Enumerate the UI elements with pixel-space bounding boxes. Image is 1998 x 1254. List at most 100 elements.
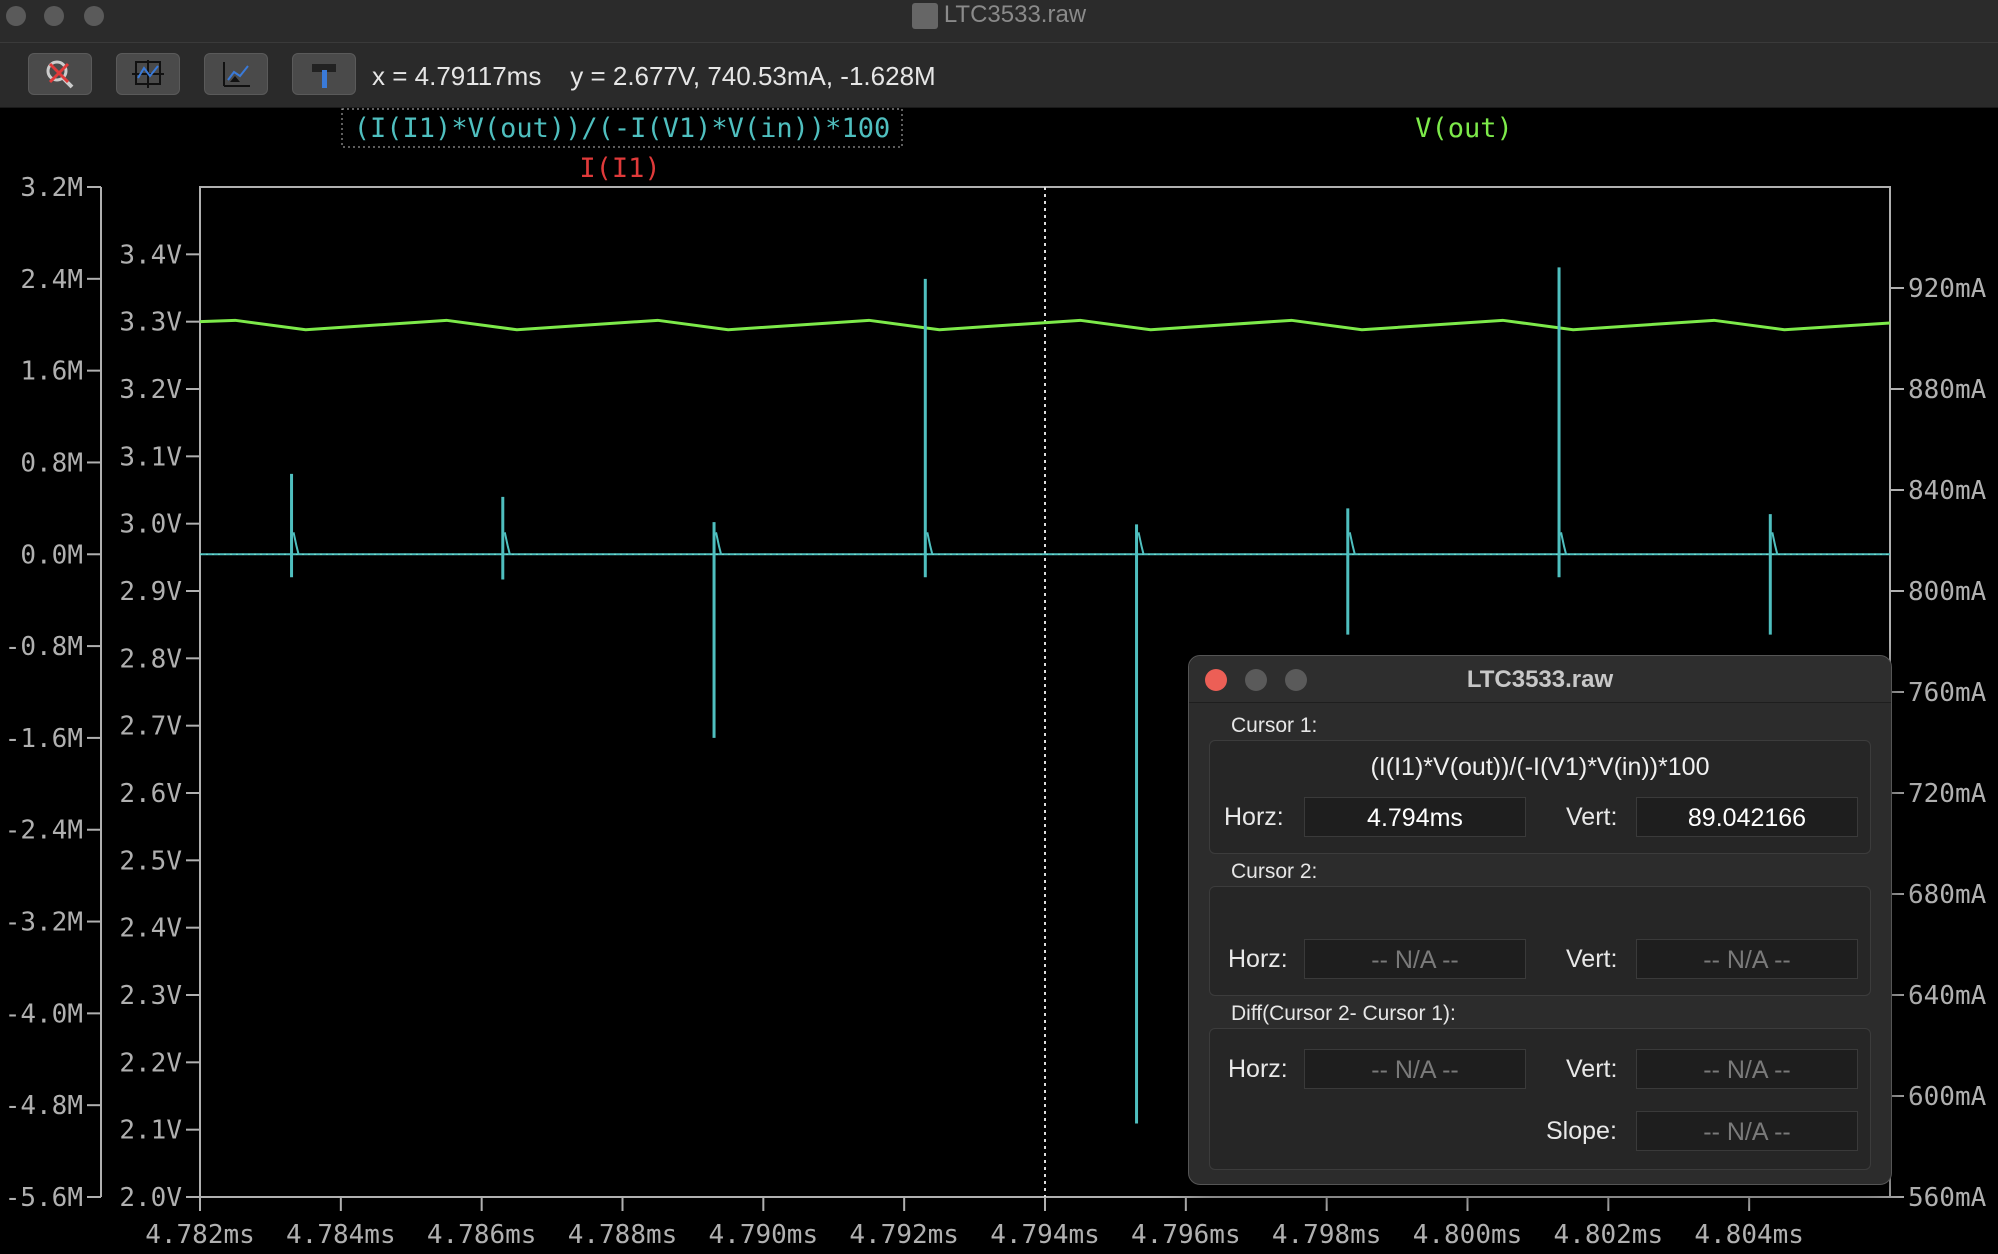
trace-label-current[interactable]: I(I1)	[579, 153, 660, 184]
efficiency-spike-ringing	[1137, 532, 1145, 555]
x-tick-label: 4.792ms	[849, 1220, 959, 1250]
v-tick-label: 2.9V	[119, 577, 182, 607]
m-tick-label: 1.6M	[20, 357, 83, 387]
efficiency-spike-ringing	[503, 532, 511, 555]
diff-horz-field[interactable]: -- N/A --	[1304, 1049, 1526, 1089]
diff-slope-label: Slope:	[1546, 1117, 1617, 1145]
m-tick-label: -2.4M	[5, 816, 83, 846]
m-tick-label: 2.4M	[20, 265, 83, 295]
v-tick-label: 3.0V	[119, 510, 182, 540]
x-tick-label: 4.786ms	[427, 1220, 537, 1250]
cursor2-vert-field[interactable]: -- N/A --	[1636, 939, 1858, 979]
cursor2-vert-label: Vert:	[1566, 945, 1618, 973]
pan-button[interactable]	[204, 53, 268, 95]
diff-vert-label: Vert:	[1566, 1055, 1618, 1083]
m-tick-label: -1.6M	[5, 724, 83, 754]
v-tick-label: 3.4V	[119, 240, 182, 270]
efficiency-spike-ringing	[1771, 532, 1779, 555]
v-tick-label: 2.1V	[119, 1116, 182, 1146]
hammer-icon	[312, 64, 336, 88]
zoom-cancel-button[interactable]	[28, 53, 92, 95]
v-tick-label: 2.8V	[119, 644, 182, 674]
diff-horz-label: Horz:	[1228, 1055, 1288, 1083]
trace-label-efficiency[interactable]: (I(I1)*V(out))/(-I(V1)*V(in))*100	[354, 113, 890, 144]
close-window-button[interactable]	[6, 6, 26, 26]
cursor1-vert-label: Vert:	[1566, 803, 1618, 831]
ma-tick-label: 680mA	[1908, 880, 1987, 910]
cursor2-horz-field[interactable]: -- N/A --	[1304, 939, 1526, 979]
toolbar: x = 4.79117ms y = 2.677V, 740.53mA, -1.6…	[0, 43, 1998, 108]
v-tick-label: 3.1V	[119, 442, 182, 472]
v-tick-label: 2.5V	[119, 846, 182, 876]
cursor-dialog: LTC3533.raw Cursor 1: (I(I1)*V(out))/(-I…	[1188, 655, 1892, 1185]
cursor1-expression: (I(I1)*V(out))/(-I(V1)*V(in))*100	[1370, 753, 1710, 781]
waveform-plot[interactable]: (I(I1)*V(out))/(-I(V1)*V(in))*100 I(I1) V(…	[0, 108, 1998, 1254]
x-tick-label: 4.790ms	[709, 1220, 819, 1250]
cursor2-horz-label: Horz:	[1228, 945, 1288, 973]
v-tick-label: 2.3V	[119, 981, 182, 1011]
cursor1-horz-label: Horz:	[1224, 803, 1284, 831]
dialog-title: LTC3533.raw	[1466, 666, 1614, 693]
m-tick-label: -0.8M	[5, 632, 83, 662]
minimize-window-button[interactable]	[44, 6, 64, 26]
window-title: LTC3533.raw	[0, 0, 1998, 30]
x-tick-label: 4.782ms	[145, 1220, 255, 1250]
x-tick-label: 4.784ms	[286, 1220, 396, 1250]
x-tick-label: 4.788ms	[568, 1220, 678, 1250]
autorange-icon	[132, 60, 164, 88]
dialog-titlebar: LTC3533.raw	[1189, 656, 1891, 703]
ma-tick-label: 720mA	[1908, 779, 1987, 809]
dialog-zoom-button[interactable]	[1285, 669, 1307, 691]
v-tick-label: 3.3V	[119, 308, 182, 338]
m-tick-label: -5.6M	[5, 1183, 83, 1213]
m-tick-label: -4.8M	[5, 1091, 83, 1121]
hammer-button[interactable]	[292, 53, 356, 95]
dialog-minimize-button[interactable]	[1245, 669, 1267, 691]
x-tick-label: 4.802ms	[1554, 1220, 1664, 1250]
vout-trace	[199, 318, 1891, 332]
efficiency-spike-ringing	[292, 532, 300, 555]
m-tick-label: 3.2M	[20, 173, 83, 203]
cursor1-vert-field[interactable]: 89.042166	[1636, 797, 1858, 837]
cursor2-group: Horz: -- N/A -- Vert: -- N/A --	[1209, 886, 1871, 996]
m-tick-label: 0.0M	[20, 540, 83, 570]
diff-slope-field[interactable]: -- N/A --	[1636, 1111, 1858, 1151]
m-tick-label: -3.2M	[5, 908, 83, 938]
cursor1-horz-field[interactable]: 4.794ms	[1304, 797, 1526, 837]
efficiency-spike-ringing	[1348, 532, 1356, 555]
document-icon	[911, 2, 938, 29]
trace-label-vout[interactable]: V(out)	[1415, 113, 1513, 144]
x-tick-label: 4.794ms	[990, 1220, 1100, 1250]
ma-tick-label: 760mA	[1908, 678, 1987, 708]
ma-tick-label: 920mA	[1908, 274, 1987, 304]
cursor-readout: x = 4.79117ms y = 2.677V, 740.53mA, -1.6…	[372, 61, 936, 91]
x-tick-label: 4.804ms	[1694, 1220, 1804, 1250]
m-tick-label: 0.8M	[20, 448, 83, 478]
diff-vert-field[interactable]: -- N/A --	[1636, 1049, 1858, 1089]
v-tick-label: 2.4V	[119, 914, 182, 944]
v-tick-label: 2.6V	[119, 779, 182, 809]
v-tick-label: 2.7V	[119, 712, 182, 742]
diff-label: Diff(Cursor 2- Cursor 1):	[1231, 1002, 1456, 1025]
v-tick-label: 3.2V	[119, 375, 182, 405]
pan-icon	[223, 62, 250, 87]
efficiency-spike-ringing	[715, 532, 723, 555]
dialog-close-button[interactable]	[1205, 669, 1227, 691]
v-tick-label: 2.0V	[119, 1183, 182, 1213]
cursor1-group: (I(I1)*V(out))/(-I(V1)*V(in))*100 Horz: …	[1209, 740, 1871, 854]
v-tick-label: 2.2V	[119, 1048, 182, 1078]
trace-label-focus-box	[341, 108, 903, 148]
diff-group: Horz: -- N/A -- Vert: -- N/A -- Slope: -…	[1209, 1028, 1871, 1170]
magnifier-cross-icon	[46, 60, 74, 89]
ma-tick-label: 880mA	[1908, 375, 1987, 405]
ma-tick-label: 840mA	[1908, 476, 1987, 506]
autorange-button[interactable]	[116, 53, 180, 95]
efficiency-spike-ringing	[926, 532, 934, 555]
cursor2-label: Cursor 2:	[1231, 860, 1318, 883]
zoom-window-button[interactable]	[84, 6, 104, 26]
window-title-text: LTC3533.raw	[943, 1, 1087, 28]
x-tick-label: 4.800ms	[1413, 1220, 1523, 1250]
ma-tick-label: 600mA	[1908, 1082, 1987, 1112]
ma-tick-label: 560mA	[1908, 1183, 1987, 1213]
efficiency-spike-ringing	[1560, 532, 1568, 555]
